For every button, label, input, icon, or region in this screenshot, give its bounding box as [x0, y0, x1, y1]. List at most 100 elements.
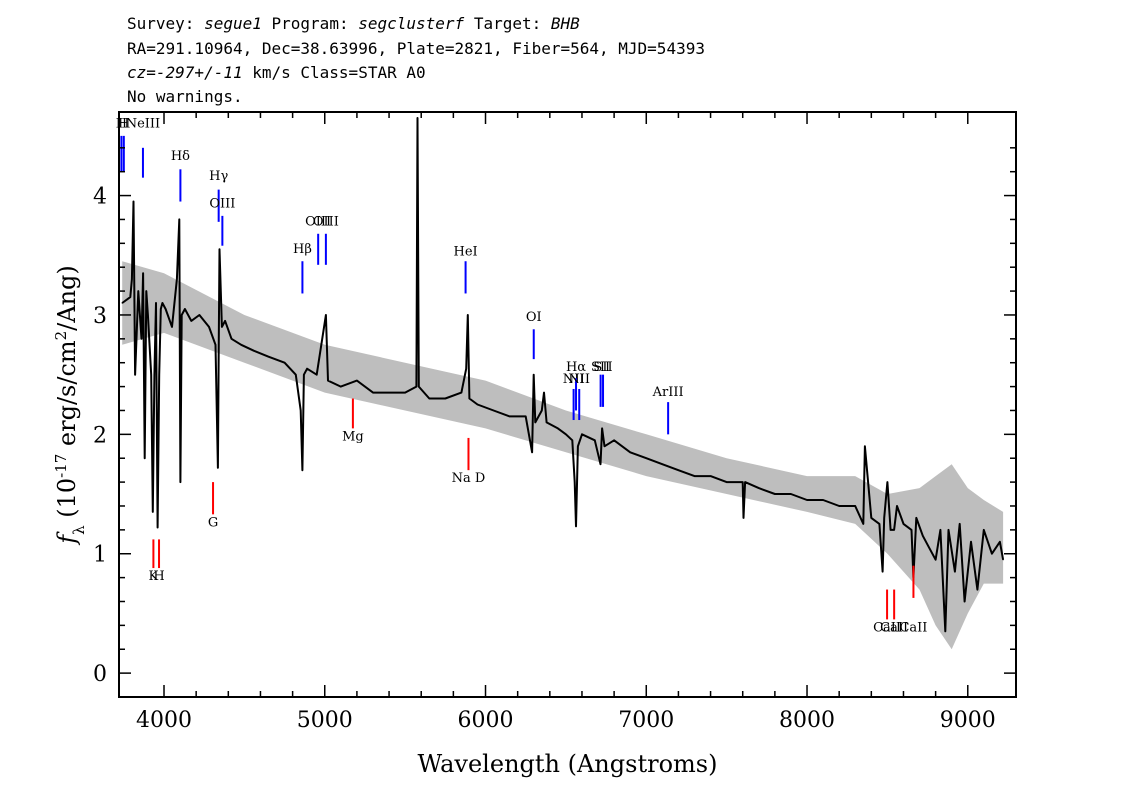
flux-point	[224, 320, 226, 322]
flux-point	[944, 630, 946, 632]
flux-point	[155, 302, 157, 304]
flux-point	[758, 487, 760, 489]
x-tick-label: 4000	[136, 708, 192, 733]
flux-point	[152, 511, 154, 513]
program-name: segclusterf	[358, 14, 465, 33]
flux-point	[129, 296, 131, 298]
flux-point	[541, 409, 543, 412]
flux-point	[546, 421, 548, 424]
flux-point	[774, 493, 776, 495]
flux-point	[854, 505, 856, 507]
flux-point	[137, 290, 139, 292]
absorption-line-label: K	[149, 569, 159, 584]
x-tick-label: 8000	[779, 708, 835, 733]
flux-point	[156, 526, 159, 529]
emission-line-label: H	[118, 117, 129, 132]
flux-point	[543, 391, 545, 394]
flux-point	[306, 368, 308, 370]
flux-point	[565, 433, 567, 435]
flux-point	[131, 278, 133, 280]
flux-point	[575, 525, 577, 527]
flux-point	[179, 481, 182, 483]
flux-point	[218, 248, 221, 250]
y-axis-label: fλ (10-17 erg/s/cm2/Ang)	[52, 265, 88, 546]
flux-point	[870, 517, 872, 519]
y-tick-label: 3	[93, 304, 107, 329]
flux-point	[184, 308, 186, 310]
flux-point	[150, 374, 152, 376]
flux-point	[742, 517, 745, 519]
absorption-line-label: CaII	[880, 620, 908, 635]
flux-point	[581, 433, 583, 435]
flux-point	[963, 600, 966, 603]
flux-point	[928, 547, 930, 549]
flux-point	[372, 391, 374, 394]
flux-point	[822, 499, 824, 501]
flux-point	[915, 517, 917, 519]
flux-point	[896, 505, 898, 507]
flux-point	[959, 523, 961, 525]
x-tick-label: 5000	[297, 708, 353, 733]
emission-line-label: SII	[593, 360, 612, 375]
flux-point	[303, 374, 305, 376]
flux-point	[316, 374, 318, 376]
flux-point	[613, 439, 615, 441]
flux-point	[742, 481, 744, 483]
y-tick-label: 0	[93, 662, 107, 687]
flux-point	[509, 415, 511, 418]
flux-point	[677, 469, 680, 471]
flux-point	[645, 457, 647, 459]
flux-point	[525, 415, 527, 418]
y-tick-label: 4	[93, 185, 107, 210]
flux-point	[465, 368, 467, 370]
flux-point	[468, 397, 471, 400]
flux-point	[295, 374, 297, 376]
flux-point	[145, 290, 147, 292]
flux-point	[939, 529, 942, 531]
x-axis-label: Wavelength (Angstroms)	[418, 750, 718, 778]
flux-point	[744, 481, 746, 483]
header-line-survey: Survey: segue1 Program: segclusterf Targ…	[127, 14, 580, 33]
flux-line	[121, 117, 1005, 633]
emission-line-label: OIII	[313, 214, 339, 229]
flux-point	[404, 391, 406, 394]
spectral-line-layer: HHNeIIIHδHγOIIIHβOIIIOIIIHeIOINIIHαNIISI…	[116, 117, 928, 636]
emission-line-label: HeI	[453, 244, 477, 259]
flux-point	[300, 409, 302, 412]
flux-point	[577, 445, 579, 447]
flux-point	[693, 475, 696, 477]
flux-point	[171, 326, 173, 328]
flux-point	[153, 374, 155, 376]
flux-point	[661, 463, 663, 465]
x-tick-label: 9000	[940, 708, 996, 733]
flux-point	[176, 278, 178, 280]
flux-point	[283, 362, 286, 364]
flux-point	[935, 559, 937, 561]
flux-point	[230, 338, 233, 340]
flux-point	[947, 529, 950, 531]
emission-line-label: NII	[568, 372, 590, 387]
flux-point	[790, 493, 792, 495]
emission-line-label: H	[116, 117, 127, 132]
flux-point	[709, 475, 712, 477]
emission-line-label: Hγ	[209, 169, 228, 184]
absorption-line-label: CaII	[899, 620, 927, 635]
emission-line-label: NII	[563, 372, 585, 387]
x-tick-label: 6000	[458, 708, 514, 733]
flux-point	[601, 427, 603, 429]
y-tick-label: 1	[93, 543, 107, 568]
flux-point	[902, 523, 905, 525]
error-band-layer	[122, 261, 1004, 650]
flux-layer	[121, 117, 1005, 633]
header-line-coords: RA=291.10964, Dec=38.63996, Plate=2821, …	[127, 39, 705, 58]
flux-point	[121, 302, 123, 304]
flux-point	[467, 314, 469, 316]
flux-point	[864, 445, 866, 447]
flux-point	[910, 529, 913, 531]
flux-point	[221, 326, 223, 328]
flux-point	[444, 397, 446, 400]
flux-point	[991, 553, 993, 555]
emission-line-label: OI	[526, 310, 542, 325]
emission-line-label: OIII	[209, 197, 235, 212]
flux-point	[922, 535, 924, 537]
